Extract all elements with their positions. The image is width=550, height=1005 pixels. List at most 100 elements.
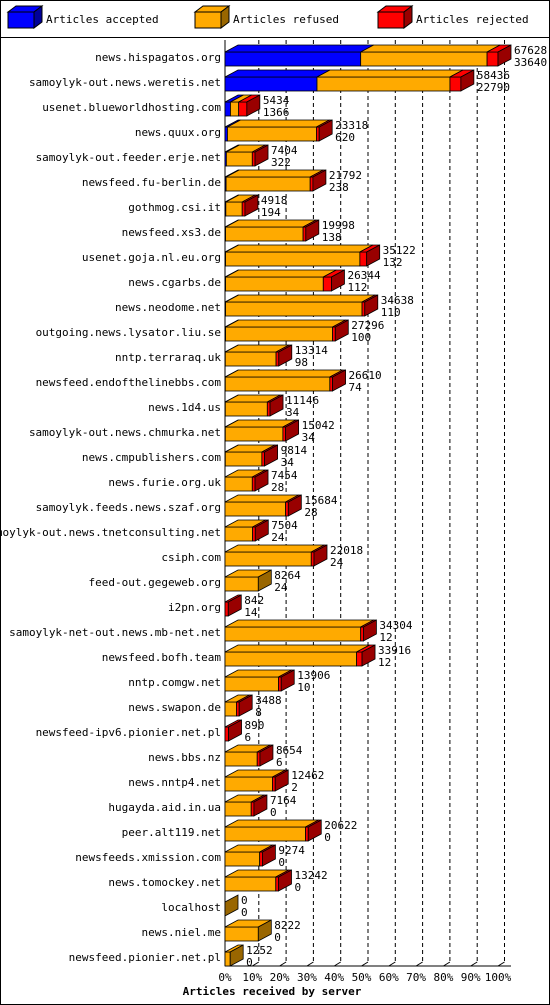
bar-side <box>332 369 346 392</box>
bar-side <box>318 119 333 142</box>
category-label: usenet.blueworldhosting.com <box>42 101 221 114</box>
bar-segment <box>251 151 256 167</box>
row-total-label: 8654 <box>276 744 303 757</box>
row-total-label: 23318 <box>335 119 368 132</box>
bar-segment <box>241 201 246 217</box>
bar-side <box>254 519 269 542</box>
bar-segment <box>224 551 312 567</box>
bar-segment <box>224 451 263 467</box>
bar-side <box>285 419 300 442</box>
category-label: news.furie.org.uk <box>108 476 221 489</box>
bar-side <box>334 319 349 342</box>
category-label: news.hispagatos.org <box>95 51 221 64</box>
category-label: nntp.terraraq.uk <box>115 351 221 364</box>
bar-segment <box>224 951 231 967</box>
x-tick-label: 10% <box>242 971 262 984</box>
bar-side <box>280 669 295 692</box>
bar-side <box>238 694 253 717</box>
bar-segment-top <box>227 119 330 128</box>
bar-side <box>264 444 278 467</box>
bar-segment <box>224 701 237 717</box>
bar-side <box>460 69 475 92</box>
row-accepted-label: 8 <box>255 706 262 719</box>
bar-segment <box>309 176 314 192</box>
bar-side <box>313 544 328 567</box>
bar-segment <box>224 401 268 417</box>
row-accepted-label: 34 <box>302 431 316 444</box>
bar-segment <box>266 401 271 417</box>
bar-segment-top <box>224 619 374 628</box>
bar-segment-top <box>225 369 344 378</box>
row-accepted-label: 0 <box>324 831 331 844</box>
bar-side <box>229 944 244 967</box>
bar-side <box>366 244 381 267</box>
row-total-label: 13906 <box>297 669 330 682</box>
legend-label: Articles accepted <box>46 13 159 26</box>
bar-segment <box>332 326 336 342</box>
bar-segment-top <box>360 44 501 53</box>
row-total-label: 20622 <box>324 819 357 832</box>
row-total-label: 842 <box>244 594 264 607</box>
bar-side <box>278 869 292 892</box>
bar-side <box>254 469 269 492</box>
row-accepted-label: 74 <box>349 381 363 394</box>
category-label: hugayda.aid.in.ua <box>108 801 221 814</box>
row-total-label: 19998 <box>322 219 355 232</box>
bar-segment <box>305 826 309 842</box>
bar-segment <box>225 151 253 167</box>
x-tick <box>252 961 260 967</box>
row-total-label: 0 <box>241 894 248 907</box>
bar-segment <box>316 76 451 92</box>
row-total-label: 13314 <box>295 344 328 357</box>
bar-segment <box>224 601 229 617</box>
bar-segment <box>224 426 284 442</box>
legend-label: Articles refused <box>233 13 339 26</box>
row-accepted-label: 132 <box>383 256 403 269</box>
bar-side <box>227 594 242 617</box>
row-accepted-label: 33640 <box>514 56 547 69</box>
row-accepted-label: 110 <box>381 306 401 319</box>
row-accepted-label: 0 <box>278 856 285 869</box>
bar-segment <box>322 276 332 292</box>
row-total-label: 5434 <box>263 94 290 107</box>
bar-segment <box>278 676 282 692</box>
bar-segment <box>302 226 307 242</box>
bar-side <box>246 94 261 117</box>
category-label: news.swapon.de <box>128 701 221 714</box>
row-accepted-label: 34 <box>286 406 300 419</box>
bar-segment <box>224 476 253 492</box>
row-total-label: 27296 <box>351 319 384 332</box>
category-label: newsfeed.fu-berlin.de <box>82 176 221 189</box>
row-total-label: 7454 <box>271 469 298 482</box>
row-accepted-label: 0 <box>246 956 253 969</box>
category-label: samoylyk-net-out.news.mb-net.net <box>9 626 221 639</box>
x-tick-label: 40% <box>324 971 344 984</box>
row-accepted-label: 24 <box>271 531 285 544</box>
bar-segment <box>224 926 259 942</box>
row-total-label: 34304 <box>379 619 412 632</box>
bar-segment <box>224 576 259 592</box>
bar-segment <box>252 526 256 542</box>
x-tick-label: 60% <box>379 971 399 984</box>
bar-side <box>307 819 322 842</box>
row-accepted-label: 322 <box>271 156 291 169</box>
bar-segment <box>224 801 252 817</box>
row-accepted-label: 2 <box>291 781 298 794</box>
row-total-label: 11146 <box>286 394 319 407</box>
bar-segment <box>224 501 287 517</box>
category-label: gothmog.csi.it <box>128 201 221 214</box>
row-total-label: 67628 <box>514 44 547 57</box>
bar-side <box>305 219 320 242</box>
bar-segment <box>285 501 289 517</box>
row-accepted-label: 28 <box>304 506 317 519</box>
row-total-label: 15684 <box>304 494 337 507</box>
row-accepted-label: 1366 <box>263 106 290 119</box>
bar-segment-top <box>225 294 376 303</box>
x-tick <box>361 961 369 967</box>
row-total-label: 21792 <box>329 169 362 182</box>
category-label: newsfeeds.xmission.com <box>75 851 221 864</box>
bar-segment-top <box>224 544 325 553</box>
category-label: samoylyk.feeds.news.szaf.org <box>36 501 221 514</box>
bar-side <box>274 769 289 792</box>
row-accepted-label: 12 <box>379 631 392 644</box>
